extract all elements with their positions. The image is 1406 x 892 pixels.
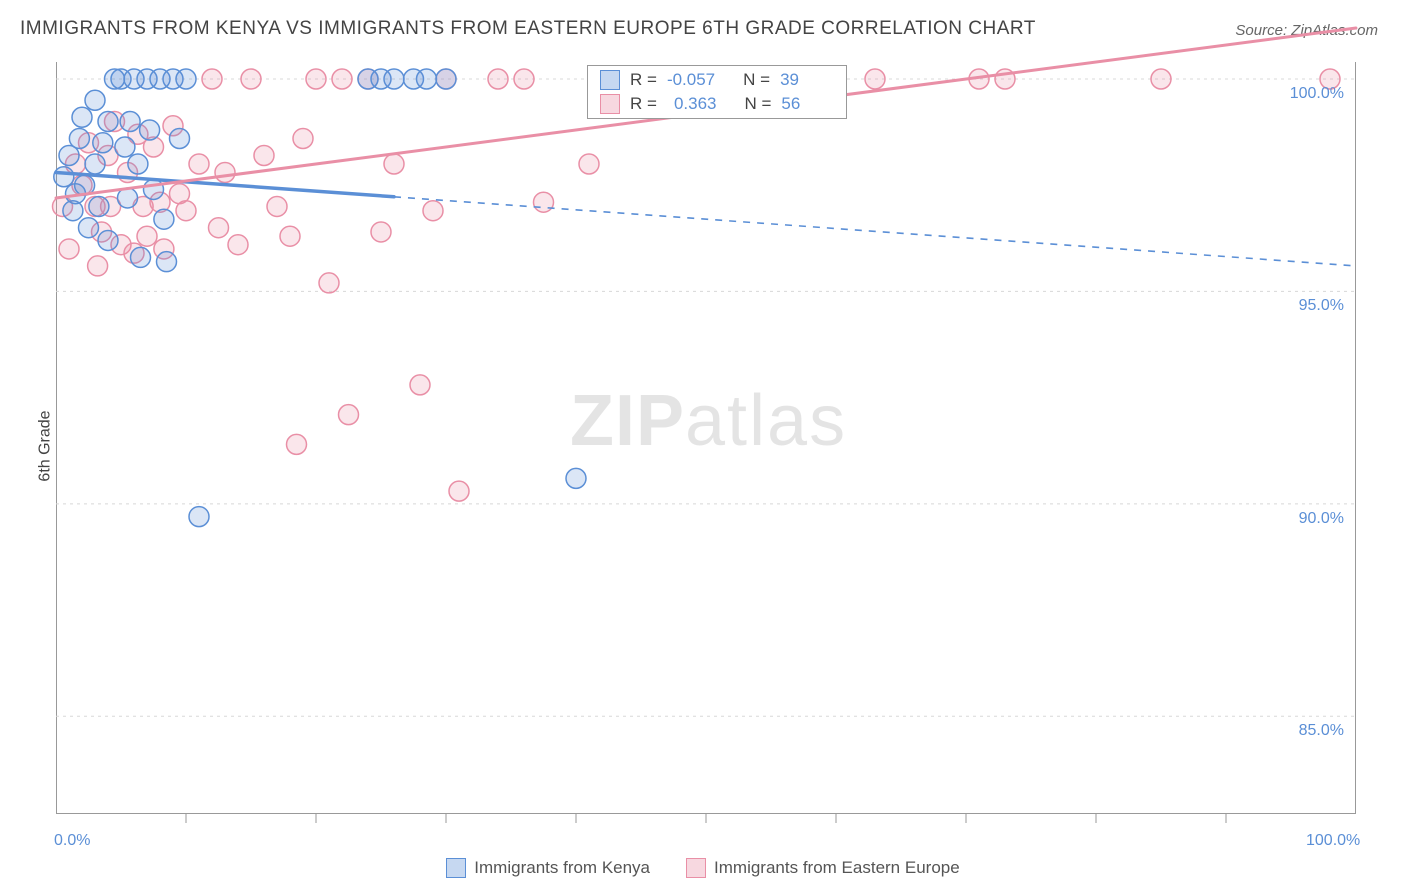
x-tick-min: 0.0%: [54, 832, 90, 850]
series-swatch-eastern-europe: [600, 94, 620, 114]
chart-container: IMMIGRANTS FROM KENYA VS IMMIGRANTS FROM…: [0, 0, 1406, 892]
legend-item-eastern-europe: Immigrants from Eastern Europe: [686, 858, 960, 878]
correlation-stats-box: R = -0.057 N = 39 R = 0.363 N = 56: [587, 65, 847, 119]
chart-title: IMMIGRANTS FROM KENYA VS IMMIGRANTS FROM…: [20, 18, 1036, 40]
source-attribution: Source: ZipAtlas.com: [1235, 22, 1378, 39]
legend-item-kenya: Immigrants from Kenya: [446, 858, 650, 878]
n-label: N =: [743, 70, 770, 90]
legend-swatch-eastern-europe: [686, 858, 706, 878]
plot-svg: [56, 62, 1356, 814]
n-value: 39: [780, 70, 799, 90]
y-tick-label: 95.0%: [1299, 297, 1344, 315]
n-label: N =: [744, 94, 771, 114]
r-label: R =: [630, 94, 657, 114]
r-value: 0.363: [674, 94, 717, 114]
series-swatch-kenya: [600, 70, 620, 90]
legend-label: Immigrants from Eastern Europe: [714, 858, 960, 878]
source-label: Source:: [1235, 22, 1287, 39]
legend-label: Immigrants from Kenya: [474, 858, 650, 878]
n-value: 56: [781, 94, 800, 114]
legend: Immigrants from Kenya Immigrants from Ea…: [0, 858, 1406, 878]
x-tick-max: 100.0%: [1306, 832, 1360, 850]
r-label: R =: [630, 70, 657, 90]
y-tick-label: 85.0%: [1299, 722, 1344, 740]
y-tick-label: 100.0%: [1290, 85, 1344, 103]
stats-row-eastern-europe: R = 0.363 N = 56: [588, 92, 846, 116]
r-value: -0.057: [667, 70, 715, 90]
y-tick-label: 90.0%: [1299, 510, 1344, 528]
y-axis-label: 6th Grade: [37, 410, 55, 481]
stats-row-kenya: R = -0.057 N = 39: [588, 68, 846, 92]
legend-swatch-kenya: [446, 858, 466, 878]
